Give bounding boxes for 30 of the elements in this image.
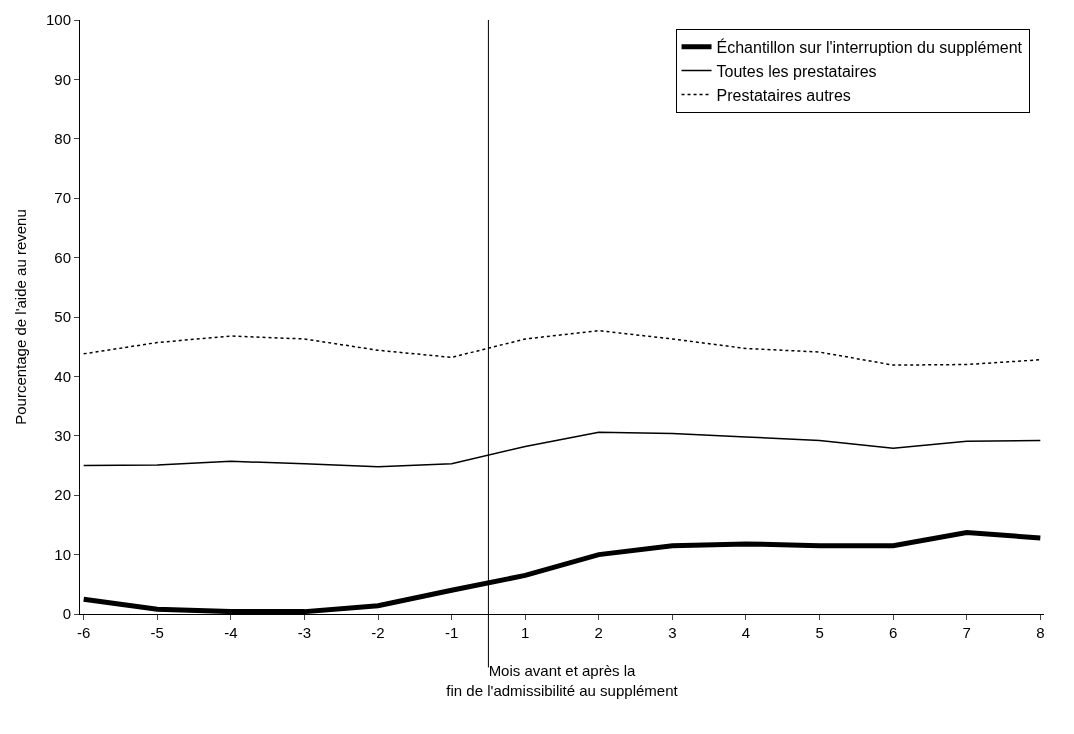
y-tick-label: 30 xyxy=(54,427,71,445)
x-tick-label: 6 xyxy=(888,624,898,641)
y-tick-label: 10 xyxy=(54,545,71,563)
legend-label: Prestataires autres xyxy=(716,86,851,104)
legend-label: Toutes les prestataires xyxy=(716,62,877,80)
x-tick-label: 8 xyxy=(1036,624,1045,641)
y-tick-label: 50 xyxy=(54,308,71,326)
y-tick-label: 70 xyxy=(54,189,71,207)
y-tick-label: 100 xyxy=(45,11,71,29)
x-tick-label: -4 xyxy=(224,624,238,641)
x-tick-label: -2 xyxy=(371,624,385,641)
y-tick-label: 0 xyxy=(62,605,71,623)
x-tick-label: -6 xyxy=(77,624,91,641)
y-tick-label: 90 xyxy=(54,70,71,88)
x-tick-label: -5 xyxy=(150,624,164,641)
x-tick-label: -3 xyxy=(297,624,312,641)
y-tick-label: 60 xyxy=(54,248,71,266)
x-tick-label: 4 xyxy=(741,624,751,641)
x-tick-label: 1 xyxy=(521,624,530,641)
legend-label: Échantillon sur l'interruption du supplément xyxy=(716,38,1023,57)
x-axis-title: Mois avant et après la fin de l'admissibilité au supplément xyxy=(446,662,679,699)
x-tick-label: -1 xyxy=(444,624,459,641)
x-tick-label: 5 xyxy=(815,624,824,641)
y-tick-label: 80 xyxy=(54,130,71,148)
y-tick-label: 20 xyxy=(54,486,71,504)
y-axis-title: Pourcentage de l'aide au revenu xyxy=(12,209,30,425)
y-tick-label: 40 xyxy=(54,367,71,385)
x-tick-label: 3 xyxy=(668,624,677,641)
x-tick-label: 2 xyxy=(594,624,603,641)
x-tick-label: 7 xyxy=(962,624,971,641)
